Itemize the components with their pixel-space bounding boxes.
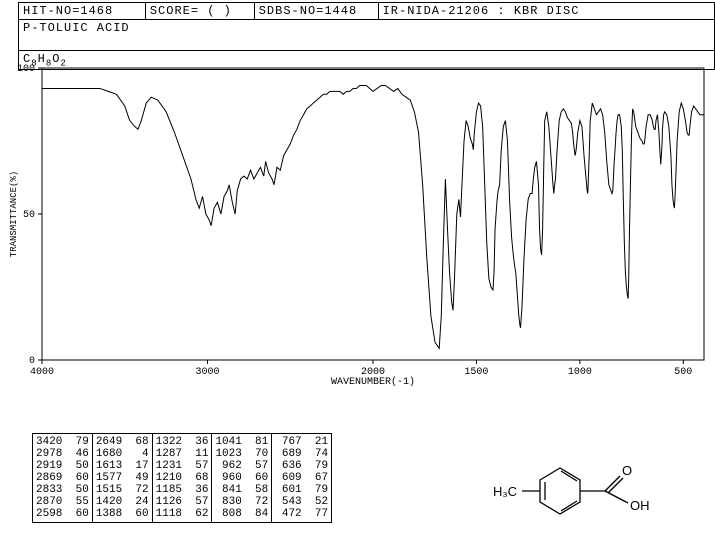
peak-cell: 1680 4 [92, 448, 152, 460]
svg-text:100: 100 [17, 64, 35, 75]
spectrum-chart: 05010040003000200015001000500WAVENUMBER(… [4, 60, 709, 395]
peak-cell: 1322 36 [152, 434, 212, 449]
peak-cell: 601 79 [272, 484, 332, 496]
peak-table: 3420 792649 681322 361041 81 767 21 2978 … [32, 433, 332, 523]
peak-cell: 1126 57 [152, 496, 212, 508]
svg-text:WAVENUMBER(-1): WAVENUMBER(-1) [331, 376, 415, 388]
svg-text:1500: 1500 [464, 367, 488, 378]
peak-cell: 1287 11 [152, 448, 212, 460]
o-label: O [622, 463, 632, 478]
hit-no-cell: HIT-NO=1468 [19, 3, 146, 20]
sdbs-no-cell: SDBS-NO=1448 [254, 3, 378, 20]
svg-text:50: 50 [23, 210, 35, 221]
peak-cell: 1231 57 [152, 460, 212, 472]
peak-cell: 1420 24 [92, 496, 152, 508]
peak-cell: 2978 46 [33, 448, 93, 460]
svg-text:500: 500 [674, 367, 692, 378]
peak-cell: 543 52 [272, 496, 332, 508]
peak-cell: 689 74 [272, 448, 332, 460]
peak-cell: 472 77 [272, 508, 332, 523]
peak-cell: 808 84 [212, 508, 272, 523]
svg-text:3000: 3000 [195, 367, 219, 378]
peak-cell: 636 79 [272, 460, 332, 472]
method-cell: IR-NIDA-21206 : KBR DISC [378, 3, 714, 20]
peak-cell: 1613 17 [92, 460, 152, 472]
peak-cell: 1041 81 [212, 434, 272, 449]
peak-cell: 1023 70 [212, 448, 272, 460]
peak-cell: 830 72 [212, 496, 272, 508]
molecular-structure: H₃C O OH [460, 440, 690, 540]
peak-cell: 1210 68 [152, 472, 212, 484]
peak-cell: 2598 60 [33, 508, 93, 523]
score-cell: SCORE= ( ) [145, 3, 254, 20]
svg-text:4000: 4000 [30, 367, 54, 378]
peak-cell: 1515 72 [92, 484, 152, 496]
oh-label: OH [630, 498, 650, 513]
ch3-label: H₃C [493, 484, 517, 499]
peak-cell: 609 67 [272, 472, 332, 484]
peak-cell: 960 60 [212, 472, 272, 484]
peak-cell: 3420 79 [33, 434, 93, 449]
peak-cell: 2649 68 [92, 434, 152, 449]
peak-cell: 841 58 [212, 484, 272, 496]
peak-cell: 2869 60 [33, 472, 93, 484]
peak-cell: 962 57 [212, 460, 272, 472]
peak-cell: 2919 50 [33, 460, 93, 472]
peak-cell: 1577 49 [92, 472, 152, 484]
svg-text:1000: 1000 [568, 367, 592, 378]
peak-cell: 2870 55 [33, 496, 93, 508]
peak-cell: 767 21 [272, 434, 332, 449]
svg-text:0: 0 [29, 356, 35, 367]
peak-cell: 2833 50 [33, 484, 93, 496]
peak-cell: 1118 62 [152, 508, 212, 523]
peak-cell: 1185 36 [152, 484, 212, 496]
compound-cell: P-TOLUIC ACID [19, 20, 715, 51]
svg-text:TRANSMITTANCE(%): TRANSMITTANCE(%) [9, 171, 19, 257]
peak-cell: 1388 60 [92, 508, 152, 523]
